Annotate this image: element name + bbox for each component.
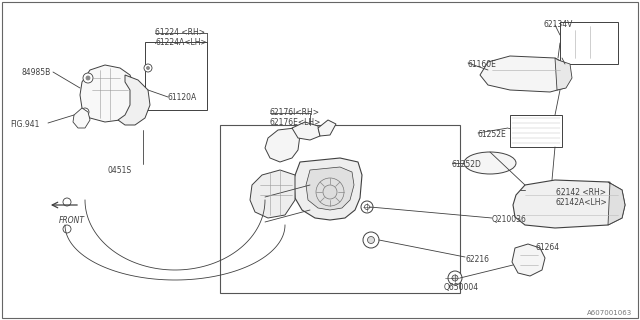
Text: Q650004: Q650004 [444,283,479,292]
Polygon shape [306,167,354,210]
Circle shape [63,198,71,206]
Circle shape [304,205,310,211]
Text: 84985B: 84985B [22,68,51,77]
Polygon shape [318,120,336,136]
Circle shape [361,201,373,213]
Text: 62134V: 62134V [543,20,572,29]
Text: 61224 <RH>: 61224 <RH> [155,28,205,37]
Circle shape [147,67,150,69]
Text: 61252E: 61252E [478,130,507,139]
Text: 62176E<LH>: 62176E<LH> [270,118,321,127]
Polygon shape [608,182,625,225]
Text: A607001063: A607001063 [587,310,632,316]
Bar [560,22,618,64]
Polygon shape [294,158,362,220]
Text: FIG.941: FIG.941 [10,120,40,129]
Text: FRONT: FRONT [59,216,85,225]
Circle shape [448,271,462,285]
Polygon shape [512,244,545,276]
Polygon shape [513,180,625,228]
Circle shape [363,232,379,248]
Bar [145,42,207,110]
Polygon shape [480,56,570,92]
Text: 0451S: 0451S [107,166,131,175]
Polygon shape [292,122,320,140]
Circle shape [63,225,71,233]
Text: 62142A<LH>: 62142A<LH> [556,198,608,207]
Circle shape [323,185,337,199]
Circle shape [83,73,93,83]
Polygon shape [80,65,135,122]
Polygon shape [265,128,300,162]
Circle shape [144,64,152,72]
Bar [220,125,460,293]
Ellipse shape [464,152,516,174]
Text: 61224A<LH>: 61224A<LH> [155,38,207,47]
Text: 61264: 61264 [535,243,559,252]
Text: 62216: 62216 [465,255,489,264]
Circle shape [452,275,458,281]
Bar [510,115,562,147]
Polygon shape [250,170,295,218]
Circle shape [81,108,89,116]
Text: 62142 <RH>: 62142 <RH> [556,188,606,197]
Text: 61120A: 61120A [168,93,197,102]
Text: 62176I<RH>: 62176I<RH> [270,108,320,117]
Text: 61252D: 61252D [452,160,482,169]
Text: 61160E: 61160E [468,60,497,69]
Text: Q210036: Q210036 [492,215,527,224]
Circle shape [83,110,86,114]
Circle shape [365,204,369,210]
Polygon shape [73,108,90,128]
Circle shape [86,76,90,80]
Polygon shape [118,75,150,125]
Polygon shape [555,58,572,90]
Circle shape [304,180,310,186]
Circle shape [367,236,374,244]
